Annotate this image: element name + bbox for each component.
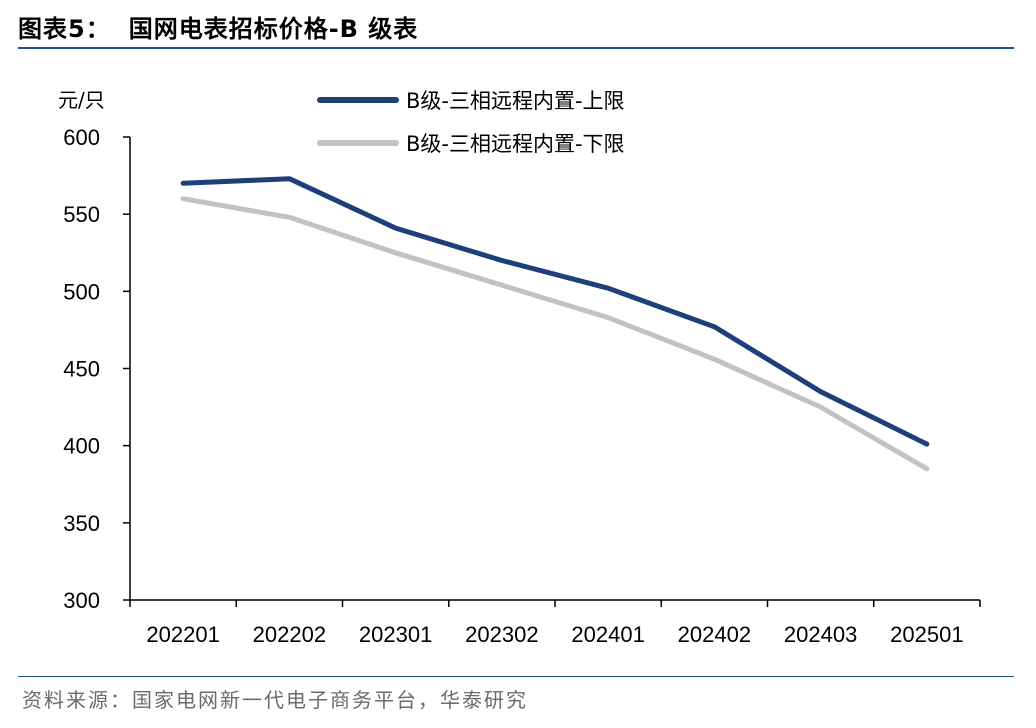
x-tick-label: 202402 xyxy=(678,622,751,647)
series-group xyxy=(180,176,930,472)
x-tick-label: 202202 xyxy=(253,622,326,647)
figure-label: 图表5： xyxy=(18,14,111,43)
y-axis-unit: 元/只 xyxy=(58,88,105,112)
y-tick-label: 600 xyxy=(63,125,100,150)
y-tick-label: 400 xyxy=(63,434,100,459)
legend-label-1: B级-三相远程内置-上限 xyxy=(406,89,625,113)
axes: 300 350 400 450 500 550 600 202201 202202 202301 2… xyxy=(63,125,981,647)
x-tick-label: 202301 xyxy=(359,622,432,647)
x-tick-label: 202401 xyxy=(571,622,644,647)
figure-header: 图表5： 国网电表招标价格-B 级表 xyxy=(18,10,419,43)
x-tick-label: 202403 xyxy=(784,622,857,647)
y-tick-label: 550 xyxy=(63,202,100,227)
legend: B级-三相远程内置-上限 B级-三相远程内置-下限 xyxy=(317,89,625,156)
y-tick-label: 500 xyxy=(63,279,100,304)
y-tick-label: 450 xyxy=(63,357,100,382)
series-line-1 xyxy=(180,176,930,447)
header-rule xyxy=(18,47,1014,49)
y-tick-label: 300 xyxy=(63,588,100,613)
x-tick-label: 202501 xyxy=(890,622,963,647)
source-note: 资料来源：国家电网新一代电子商务平台，华泰研究 xyxy=(22,688,528,712)
series-line-2 xyxy=(180,196,930,472)
x-tick-label: 202302 xyxy=(465,622,538,647)
x-tick-label: 202201 xyxy=(146,622,219,647)
y-tick-label: 350 xyxy=(63,511,100,536)
footer-rule xyxy=(18,676,1014,677)
legend-label-2: B级-三相远程内置-下限 xyxy=(406,132,625,156)
figure-title: 国网电表招标价格-B 级表 xyxy=(128,14,419,43)
